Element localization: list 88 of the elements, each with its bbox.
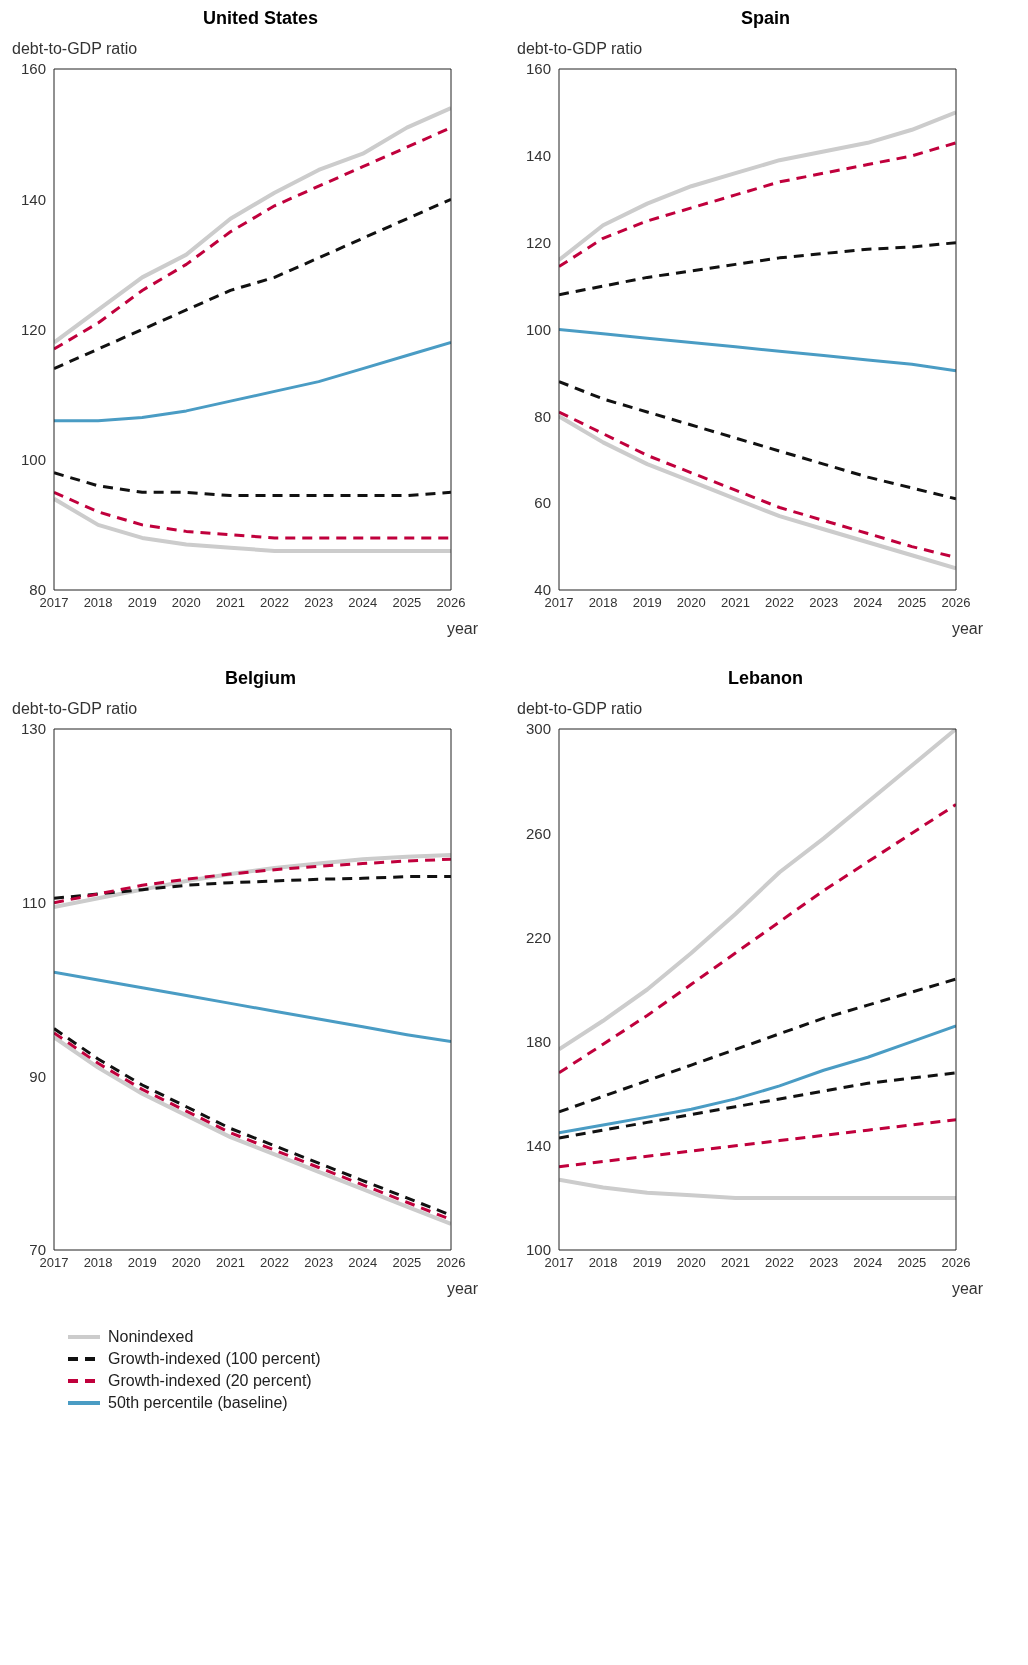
line-series <box>559 380 956 501</box>
chart-title: Lebanon <box>727 668 804 690</box>
line-series <box>559 241 956 297</box>
y-tick-label: 180 <box>525 1032 551 1050</box>
line-series <box>559 1071 956 1140</box>
x-tick-label: 2024 <box>853 595 883 611</box>
y-tick-label: 140 <box>20 190 46 208</box>
x-axis-title: year <box>950 1280 983 1298</box>
x-tick-label: 2022 <box>260 595 290 611</box>
x-tick-label: 2021 <box>720 595 750 611</box>
line-series <box>559 110 956 263</box>
chart-title: United States <box>202 8 319 30</box>
x-tick-label: 2020 <box>171 1255 201 1271</box>
x-tick-label: 2019 <box>127 595 157 611</box>
x-tick-label: 2019 <box>632 1255 662 1271</box>
legend-label: Growth-indexed (100 percent) <box>108 1350 321 1368</box>
x-tick-label: 2025 <box>392 595 422 611</box>
line-series <box>559 977 956 1114</box>
legend-label: Growth-indexed (20 percent) <box>108 1372 312 1390</box>
y-axis-title: debt-to-GDP ratio <box>517 40 644 59</box>
x-tick-label: 2020 <box>171 595 201 611</box>
y-tick-label: 120 <box>20 320 46 338</box>
y-tick-label: 120 <box>525 233 551 251</box>
y-tick-label: 90 <box>29 1067 46 1085</box>
x-tick-label: 2022 <box>765 1255 795 1271</box>
x-tick-label: 2019 <box>127 1255 157 1271</box>
y-tick-label: 160 <box>525 60 551 78</box>
x-tick-label: 2026 <box>941 595 971 611</box>
x-tick-label: 2026 <box>941 1255 971 1271</box>
line-series <box>54 875 451 900</box>
x-tick-label: 2024 <box>853 1255 883 1271</box>
y-tick-label: 300 <box>525 720 551 738</box>
x-tick-label: 2024 <box>348 1255 378 1271</box>
y-tick-label: 140 <box>525 147 551 165</box>
y-axis-title: debt-to-GDP ratio <box>12 40 139 59</box>
legend-label: 50th percentile (baseline) <box>108 1394 288 1412</box>
y-tick-label: 260 <box>525 824 551 842</box>
line-series <box>54 197 451 371</box>
y-axis-title: debt-to-GDP ratio <box>517 700 644 719</box>
x-tick-label: 2020 <box>676 1255 706 1271</box>
line-series <box>559 1177 956 1200</box>
y-tick-label: 100 <box>20 451 46 469</box>
x-tick-label: 2018 <box>83 1255 113 1271</box>
legend-label: Nonindexed <box>108 1328 194 1346</box>
y-tick-label: 80 <box>534 407 551 425</box>
line-series <box>559 328 956 373</box>
y-tick-label: 160 <box>20 60 46 78</box>
x-tick-label: 2021 <box>215 1255 245 1271</box>
x-tick-label: 2023 <box>304 1255 334 1271</box>
line-series <box>54 341 451 423</box>
y-tick-label: 100 <box>525 320 551 338</box>
y-axis-title: debt-to-GDP ratio <box>12 700 139 719</box>
line-series <box>54 490 451 540</box>
x-tick-label: 2023 <box>809 595 839 611</box>
y-tick-label: 110 <box>22 893 46 911</box>
x-tick-label: 2025 <box>392 1255 422 1271</box>
chart-title: Belgium <box>224 668 297 690</box>
x-tick-label: 2018 <box>83 595 113 611</box>
x-tick-label: 2023 <box>809 1255 839 1271</box>
x-tick-label: 2020 <box>676 595 706 611</box>
x-tick-label: 2018 <box>588 1255 618 1271</box>
x-axis-title: year <box>445 620 478 638</box>
x-tick-label: 2026 <box>436 1255 466 1271</box>
x-tick-label: 2024 <box>348 595 378 611</box>
y-tick-label: 60 <box>534 494 551 512</box>
x-tick-label: 2021 <box>720 1255 750 1271</box>
x-tick-label: 2023 <box>304 595 334 611</box>
x-axis-title: year <box>950 620 983 638</box>
x-tick-label: 2022 <box>765 595 795 611</box>
line-series <box>54 471 451 498</box>
x-axis-title: year <box>445 1280 478 1298</box>
line-series <box>559 141 956 269</box>
x-tick-label: 2022 <box>260 1255 290 1271</box>
x-tick-label: 2018 <box>588 595 618 611</box>
chart-title: Spain <box>740 8 791 30</box>
line-series <box>559 803 956 1075</box>
y-tick-label: 220 <box>525 928 551 946</box>
y-tick-label: 130 <box>20 720 46 738</box>
x-tick-label: 2025 <box>897 595 927 611</box>
x-tick-label: 2019 <box>632 595 662 611</box>
line-series <box>54 496 451 553</box>
y-tick-label: 140 <box>525 1137 551 1155</box>
line-series <box>559 1118 956 1169</box>
x-tick-label: 2025 <box>897 1255 927 1271</box>
line-series <box>559 1024 956 1135</box>
x-tick-label: 2021 <box>215 595 245 611</box>
x-tick-label: 2026 <box>436 595 466 611</box>
line-series <box>54 970 451 1044</box>
